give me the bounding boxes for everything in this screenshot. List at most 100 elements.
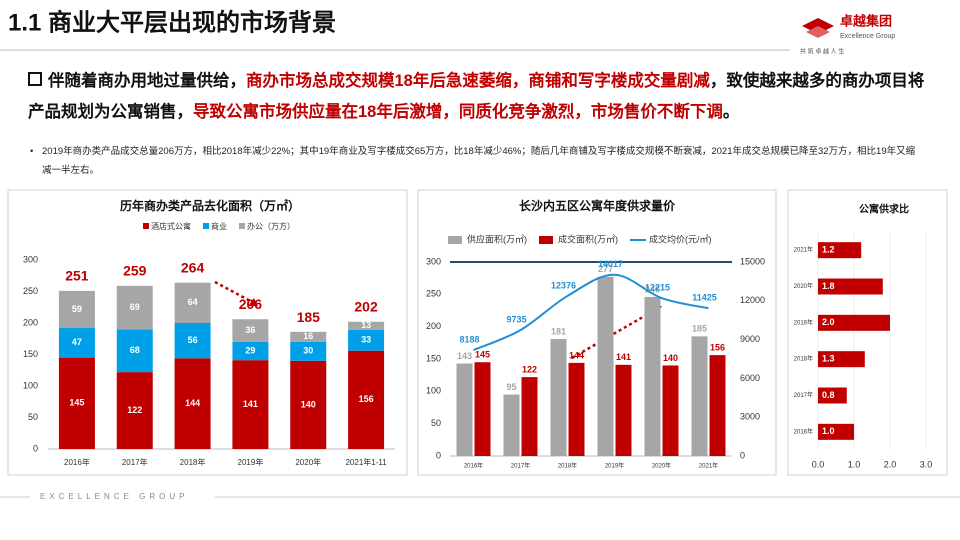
x-tick-label: 2017年 <box>122 457 148 467</box>
data-label: 140 <box>301 399 316 409</box>
data-label: 47 <box>72 337 82 347</box>
data-label: 246 <box>645 284 660 294</box>
bar <box>615 364 632 456</box>
data-label: 8188 <box>459 334 479 344</box>
x-tick-label: 2018年 <box>558 462 577 470</box>
bar <box>456 363 473 456</box>
data-label: 11425 <box>692 293 717 303</box>
bar-segment <box>232 319 269 342</box>
bullet-marker <box>28 72 42 86</box>
data-label: 69 <box>130 302 140 312</box>
chart-title: 历年商办类产品去化面积（万㎡） <box>120 198 300 213</box>
bar <box>818 423 854 440</box>
data-label: 2.0 <box>822 317 835 327</box>
bar <box>709 355 726 456</box>
logo-slogan: 共 筑 卓 越 人 生 <box>800 48 844 56</box>
data-label: 1.8 <box>822 281 835 291</box>
panel <box>787 189 948 476</box>
y-tick-label: 250 <box>23 286 38 296</box>
legend-swatch <box>203 223 209 229</box>
y-tick-label: 2021年 <box>794 246 813 254</box>
x-tick-label: 2020年 <box>295 457 321 467</box>
logo-name: 卓越集团 <box>840 13 892 28</box>
data-label: 141 <box>616 352 631 362</box>
bar-segment <box>232 360 269 449</box>
trend-arrow-head <box>248 298 258 306</box>
bar-segment <box>348 321 385 330</box>
y2-tick-label: 9000 <box>740 334 760 344</box>
y2-tick-label: 6000 <box>740 373 760 383</box>
data-label: 185 <box>692 324 707 334</box>
bar-segment <box>174 282 211 323</box>
x-tick-label: 2017年 <box>511 462 530 470</box>
y-tick-label: 100 <box>426 386 441 396</box>
bar <box>818 242 862 259</box>
y-tick-label: 200 <box>426 321 441 331</box>
emphasis-text: 商办市场总成交规模18年后急速萎缩，商铺和写字楼成交量剧减 <box>246 72 710 90</box>
data-label: 143 <box>457 351 472 361</box>
data-label: 64 <box>188 297 198 307</box>
bar <box>521 377 538 456</box>
data-label: 122 <box>127 405 142 415</box>
bullet-paragraph: 伴随着商办用地过量供给，商办市场总成交规模18年后急速萎缩，商铺和写字楼成交量剧… <box>28 66 928 128</box>
bar-segment <box>58 328 95 358</box>
y-tick-label: 250 <box>426 289 441 299</box>
total-label: 202 <box>354 298 378 314</box>
bar-segment <box>58 357 95 449</box>
x-tick-label: 2021年 <box>699 462 718 470</box>
data-label: 156 <box>359 394 374 404</box>
y-tick-label: 0 <box>436 450 441 460</box>
bar-segment <box>116 372 153 449</box>
x-tick-label: 2021年1-11 <box>345 457 387 467</box>
bar-segment <box>232 341 269 361</box>
footer-text: EXCELLENCE GROUP <box>40 492 188 501</box>
y2-tick-label: 0 <box>740 450 745 460</box>
data-label: 14017 <box>598 259 623 269</box>
data-label: 95 <box>506 382 516 392</box>
bar-segment <box>348 329 385 351</box>
data-label: 30 <box>303 346 313 356</box>
data-label: 1.0 <box>822 426 835 436</box>
data-label: 145 <box>69 398 84 408</box>
data-label: 33 <box>361 335 371 345</box>
slide-title: 1.1 商业大平层出现的市场背景 <box>8 8 336 36</box>
bar <box>818 351 865 368</box>
y2-tick-label: 12000 <box>740 295 765 305</box>
total-label: 185 <box>297 309 321 325</box>
y-tick-label: 2019年 <box>794 318 813 326</box>
y-tick-label: 150 <box>23 349 38 359</box>
logo: 卓越集团 Excellence Group 共 筑 卓 越 人 生 <box>800 13 895 55</box>
x-tick-label: 2019年 <box>605 462 624 470</box>
bar <box>597 276 614 456</box>
body-text: ，致使越来越多的商办项目将产品规划为公寓销售， <box>28 72 925 121</box>
bar-segment <box>174 358 211 449</box>
y-tick-label: 0 <box>33 443 38 453</box>
body-text: 伴随着商办用地过量供给， <box>48 72 246 90</box>
bar <box>503 394 520 456</box>
bar <box>644 296 661 456</box>
x-tick-label: 1.0 <box>848 459 861 469</box>
legend-swatch <box>143 223 149 229</box>
data-label: 12376 <box>551 280 576 290</box>
x-tick-label: 2.0 <box>884 459 897 469</box>
legend-label: 成交面积(万㎡) <box>558 233 618 244</box>
x-tick-label: 2016年 <box>64 457 90 467</box>
bar-segment <box>348 350 385 449</box>
bar-segment <box>290 360 327 449</box>
total-label: 264 <box>181 259 205 275</box>
data-label: 277 <box>598 264 613 274</box>
data-label: 140 <box>663 353 678 363</box>
data-label: 122 <box>522 364 537 374</box>
bar-segment <box>174 323 211 359</box>
x-tick-label: 2019年 <box>238 457 264 467</box>
y-tick-label: 150 <box>426 353 441 363</box>
chart-title: 公寓供求比 <box>859 203 909 216</box>
bar-segment <box>116 329 153 373</box>
x-tick-label: 3.0 <box>920 459 933 469</box>
total-label: 206 <box>239 296 263 312</box>
y-tick-label: 200 <box>23 317 38 327</box>
data-label: 1.2 <box>822 245 835 255</box>
y-tick-label: 2020年 <box>794 282 813 290</box>
data-label: 16 <box>303 331 313 341</box>
